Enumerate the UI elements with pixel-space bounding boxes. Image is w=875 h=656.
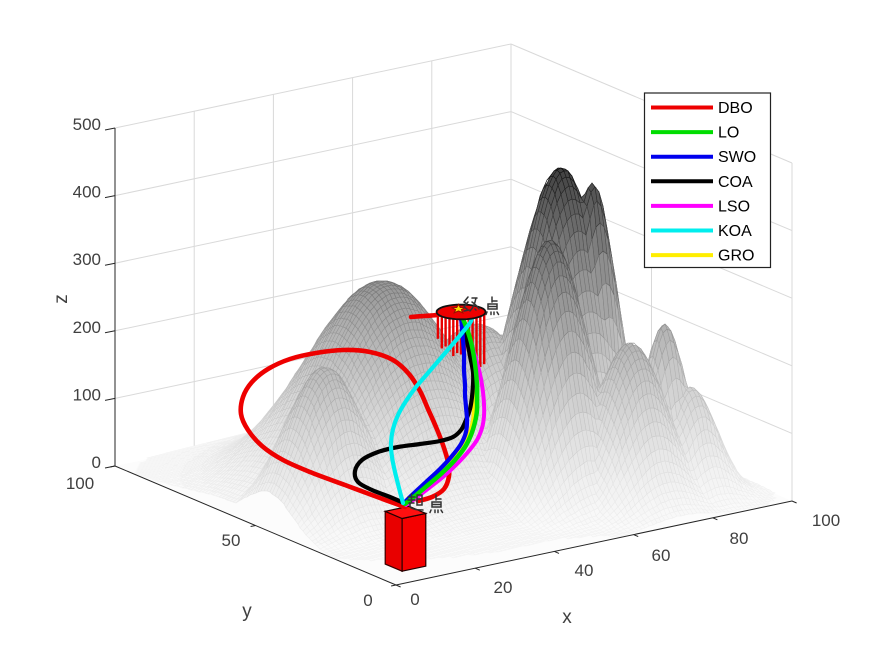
svg-text:200: 200 <box>73 318 101 337</box>
svg-text:DBO: DBO <box>718 100 753 117</box>
svg-text:40: 40 <box>575 561 594 580</box>
svg-text:50: 50 <box>222 531 241 550</box>
svg-text:x: x <box>562 607 572 628</box>
svg-text:LO: LO <box>718 125 739 142</box>
svg-text:80: 80 <box>730 529 749 548</box>
svg-text:60: 60 <box>652 546 671 565</box>
svg-text:z: z <box>51 294 72 304</box>
svg-text:100: 100 <box>73 385 101 404</box>
svg-text:0: 0 <box>410 590 419 609</box>
svg-text:500: 500 <box>73 115 101 134</box>
svg-text:0: 0 <box>92 453 101 472</box>
svg-text:0: 0 <box>363 591 372 610</box>
svg-text:LSO: LSO <box>718 198 750 215</box>
svg-text:COA: COA <box>718 174 753 191</box>
svg-text:100: 100 <box>812 511 840 530</box>
svg-text:GRO: GRO <box>718 248 754 265</box>
svg-text:KOA: KOA <box>718 223 752 240</box>
svg-text:y: y <box>242 601 252 622</box>
svg-text:SWO: SWO <box>718 149 756 166</box>
svg-text:300: 300 <box>73 250 101 269</box>
svg-text:20: 20 <box>494 578 513 597</box>
svg-text:100: 100 <box>66 474 94 493</box>
svg-text:400: 400 <box>73 183 101 202</box>
